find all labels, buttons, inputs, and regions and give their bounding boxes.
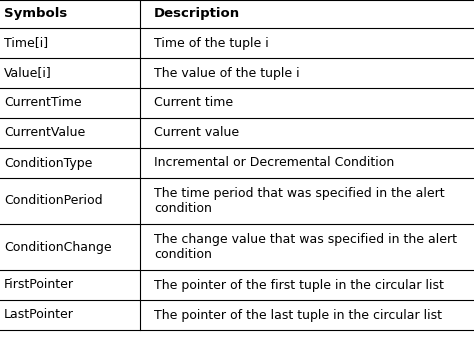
Text: CurrentValue: CurrentValue <box>4 127 85 139</box>
Text: The pointer of the first tuple in the circular list: The pointer of the first tuple in the ci… <box>154 279 444 292</box>
Text: Incremental or Decremental Condition: Incremental or Decremental Condition <box>154 157 394 169</box>
Text: LastPointer: LastPointer <box>4 309 73 322</box>
Text: The time period that was specified in the alert
condition: The time period that was specified in th… <box>154 187 445 216</box>
Text: Description: Description <box>154 8 240 20</box>
Text: CurrentTime: CurrentTime <box>4 97 82 109</box>
Text: ConditionChange: ConditionChange <box>4 240 111 253</box>
Text: The value of the tuple i: The value of the tuple i <box>154 66 300 79</box>
Text: Current time: Current time <box>154 97 233 109</box>
Text: ConditionType: ConditionType <box>4 157 92 169</box>
Text: Time[i]: Time[i] <box>4 36 48 49</box>
Text: Current value: Current value <box>154 127 239 139</box>
Text: The pointer of the last tuple in the circular list: The pointer of the last tuple in the cir… <box>154 309 442 322</box>
Text: FirstPointer: FirstPointer <box>4 279 74 292</box>
Text: Symbols: Symbols <box>4 8 67 20</box>
Text: Time of the tuple i: Time of the tuple i <box>154 36 269 49</box>
Text: ConditionPeriod: ConditionPeriod <box>4 194 102 208</box>
Text: The change value that was specified in the alert
condition: The change value that was specified in t… <box>154 233 457 262</box>
Text: Value[i]: Value[i] <box>4 66 52 79</box>
